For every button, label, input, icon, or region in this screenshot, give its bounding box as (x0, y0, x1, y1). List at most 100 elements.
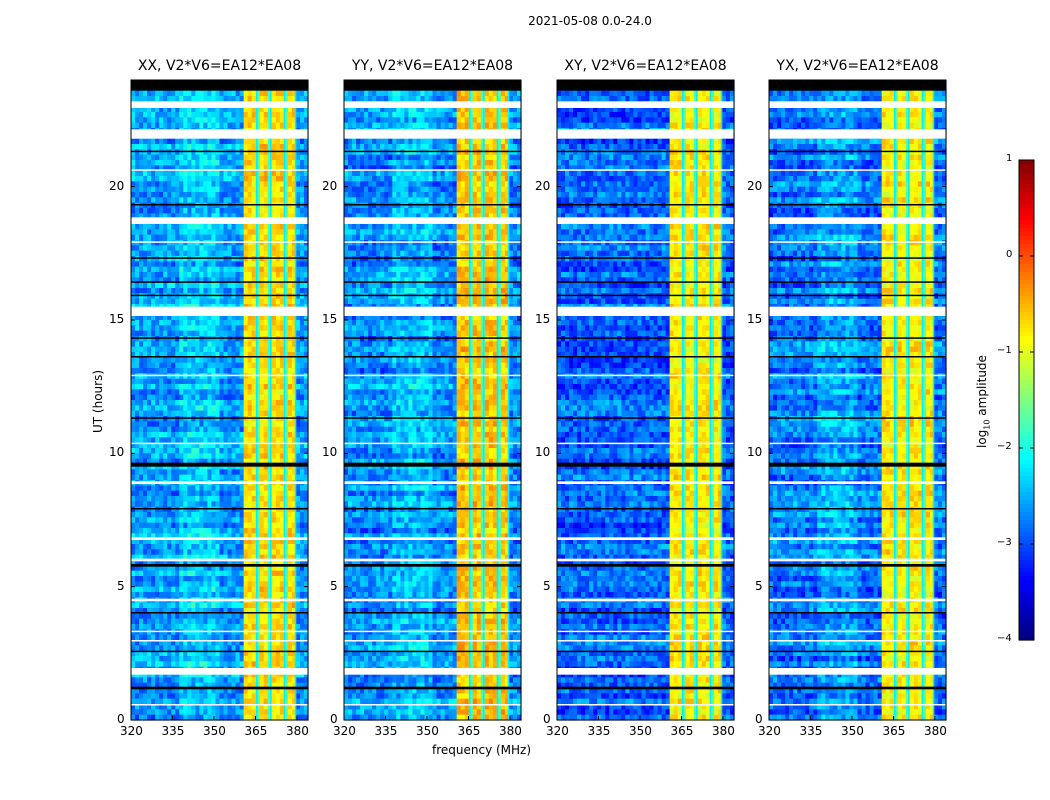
heatmap-cell (271, 512, 277, 518)
heatmap-cell (303, 346, 309, 353)
heatmap-cell (303, 138, 309, 145)
heatmap-cell (131, 496, 136, 502)
heatmap-cell (131, 464, 136, 470)
heatmap-cell (295, 506, 301, 513)
heatmap-cell (211, 640, 217, 646)
heatmap-cell (251, 176, 257, 182)
heatmap-cell (291, 602, 297, 609)
heatmap-cell (131, 602, 136, 609)
heatmap-cell (159, 656, 164, 662)
heatmap-cell (195, 672, 200, 678)
heatmap-cell (151, 314, 156, 321)
heatmap-cell (247, 138, 253, 145)
heatmap-cell (227, 400, 233, 406)
heatmap-cell (299, 672, 305, 678)
heatmap-cell (295, 656, 301, 662)
heatmap-cell (271, 341, 277, 348)
heatmap-cell (275, 442, 281, 449)
heatmap-cell (243, 160, 249, 166)
heatmap-cell (303, 165, 309, 172)
heatmap-cell (183, 362, 188, 369)
heatmap-cell (223, 176, 229, 182)
heatmap-cell (171, 330, 176, 337)
heatmap-cell (159, 320, 164, 326)
heatmap-cell (195, 250, 200, 257)
heatmap-cell (159, 661, 164, 668)
heatmap-cell (175, 234, 180, 241)
heatmap-cell (199, 522, 205, 529)
heatmap-cell (255, 245, 261, 252)
heatmap-cell (171, 282, 176, 289)
heatmap-cell (131, 640, 136, 646)
heatmap-cell (295, 618, 301, 625)
heatmap-cell (143, 512, 148, 518)
heatmap-cell (219, 197, 225, 204)
heatmap-cell (259, 581, 265, 588)
heatmap-cell (211, 96, 217, 102)
heatmap-cell (299, 528, 305, 534)
heatmap-cell (235, 298, 241, 305)
heatmap-cell (291, 106, 297, 113)
heatmap-cell (287, 394, 293, 401)
heatmap-cell (299, 266, 305, 273)
heatmap-cell (287, 650, 293, 657)
heatmap-cell (271, 282, 277, 289)
heatmap-cell (231, 522, 237, 529)
heatmap-cell (283, 469, 289, 476)
heatmap-cell (243, 96, 249, 102)
heatmap-cell (299, 576, 305, 582)
heatmap-cell (231, 208, 237, 214)
heatmap-cell (131, 656, 136, 662)
heatmap-cell (247, 570, 253, 577)
heatmap-cell (135, 389, 140, 396)
heatmap-cell (295, 320, 301, 326)
heatmap-cell (147, 608, 152, 614)
heatmap-cell (219, 266, 225, 273)
heatmap-cell (283, 618, 289, 625)
heatmap-cell (231, 170, 237, 177)
heatmap-cell (287, 341, 293, 348)
heatmap-cell (259, 586, 265, 593)
heatmap-cell (167, 485, 172, 492)
heatmap-cell (251, 373, 257, 380)
heatmap-cell (275, 325, 281, 332)
heatmap-cell (191, 421, 196, 428)
heatmap-cell (183, 672, 188, 678)
heatmap-cell (191, 149, 196, 156)
heatmap-cell (135, 560, 140, 566)
heatmap-cell (195, 560, 200, 566)
heatmap-cell (175, 426, 180, 433)
heatmap-cell (155, 656, 160, 662)
heatmap-cell (299, 224, 305, 230)
heatmap-cell (287, 410, 293, 417)
heatmap-cell (223, 229, 229, 236)
heatmap-cell (243, 416, 249, 422)
heatmap-cell (135, 138, 140, 145)
heatmap-cell (271, 186, 277, 193)
heatmap-cell (199, 442, 205, 449)
heatmap-cell (239, 245, 245, 252)
heatmap-cell (203, 618, 209, 625)
heatmap-cell (259, 464, 265, 470)
heatmap-cell (215, 272, 221, 278)
heatmap-cell (211, 613, 217, 620)
heatmap-cell (255, 677, 261, 684)
heatmap-cell (183, 90, 188, 97)
heatmap-cell (215, 160, 221, 166)
heatmap-cell (143, 650, 148, 657)
heatmap-cell (199, 394, 205, 401)
heatmap-cell (231, 165, 237, 172)
heatmap-cell (235, 336, 241, 342)
heatmap-cell (263, 261, 269, 268)
heatmap-cell (199, 122, 205, 129)
heatmap-cell (263, 453, 269, 460)
heatmap-cell (187, 602, 192, 609)
heatmap-cell (303, 437, 309, 444)
heatmap-cell (195, 357, 200, 364)
heatmap-cell (259, 437, 265, 444)
heatmap-cell (287, 629, 293, 636)
heatmap-cell (151, 325, 156, 332)
heatmap-cell (235, 490, 241, 497)
heatmap-cell (275, 432, 281, 438)
heatmap-cell (139, 608, 144, 614)
